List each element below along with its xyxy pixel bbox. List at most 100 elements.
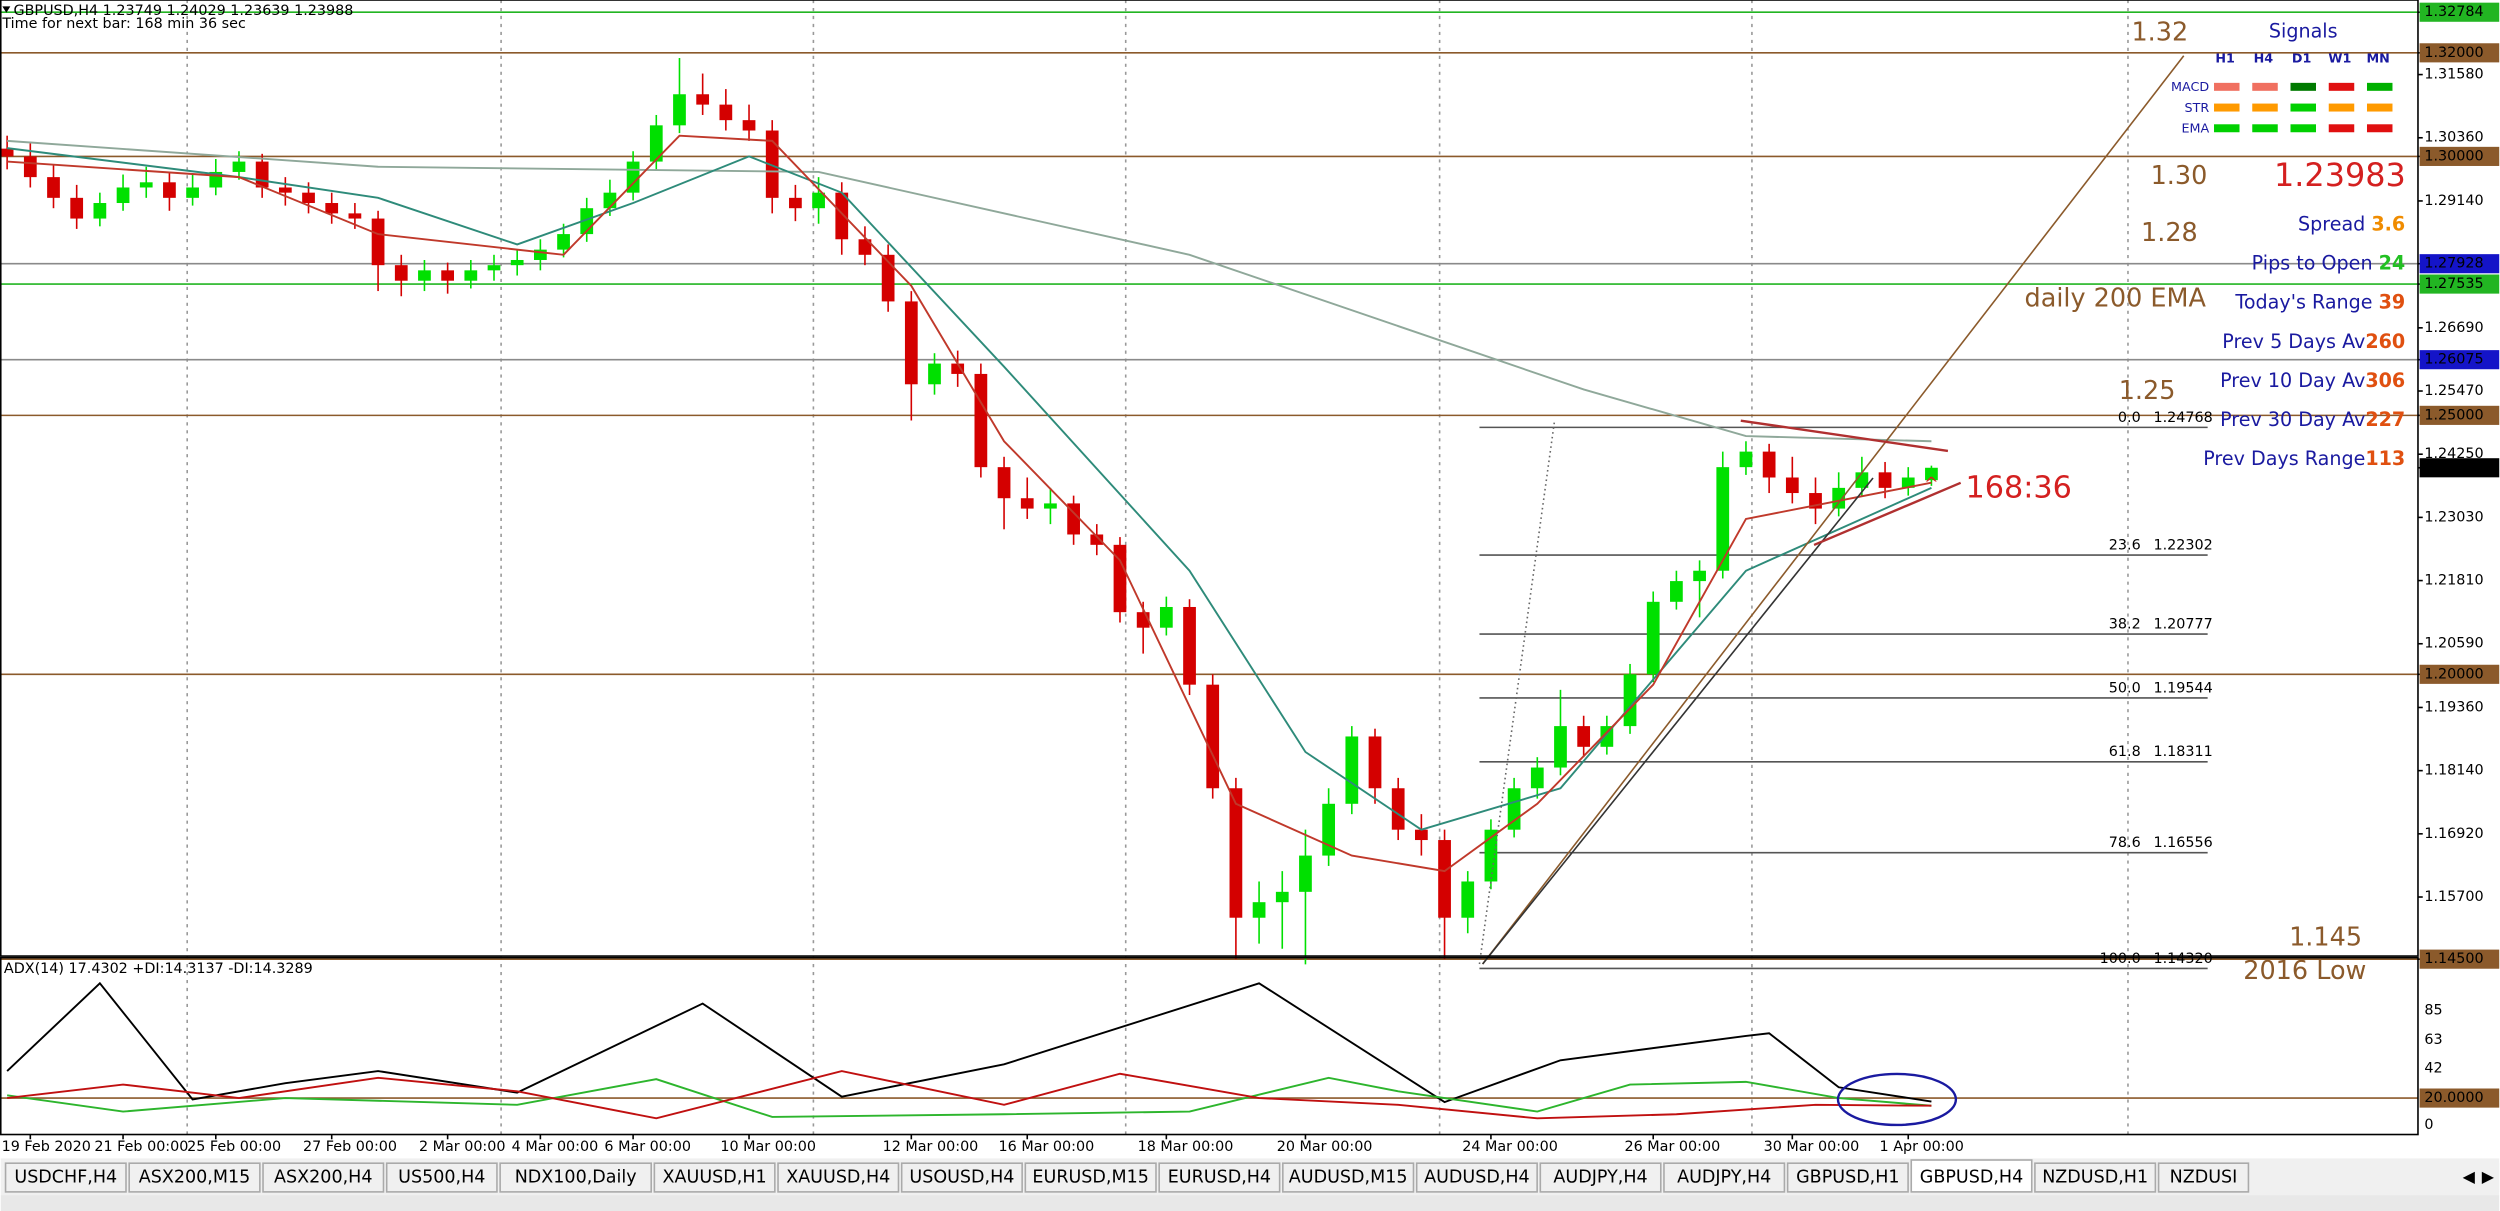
info-value: 3.6 [2371, 212, 2405, 235]
adx-label: ADX(14) 17.4302 +DI:14.3137 -DI:14.3289 [4, 961, 313, 977]
tab[interactable] [1786, 1162, 1909, 1193]
tab-label[interactable]: AUDJPY,H4 [1677, 1168, 1771, 1188]
tab[interactable] [385, 1162, 498, 1193]
tab[interactable] [1158, 1162, 1281, 1193]
tab[interactable] [1539, 1162, 1662, 1193]
y-tick-label: 1.20590 [2424, 636, 2483, 652]
candle-body [139, 182, 153, 188]
tab-label[interactable]: NDX100,Daily [515, 1168, 637, 1188]
candle-body [1693, 570, 1706, 582]
tab[interactable] [2157, 1162, 2250, 1193]
candle-body [325, 203, 339, 214]
fib-price: 1.16556 [2153, 835, 2212, 851]
candle-body [1368, 736, 1382, 789]
x-tick-label: 12 Mar 00:00 [883, 1139, 979, 1155]
x-tick-label: 24 Mar 00:00 [1462, 1139, 1558, 1155]
info-row: Prev 10 Day Av306 [2220, 368, 2405, 391]
tab[interactable] [128, 1162, 261, 1193]
tab-label[interactable]: ASX200,M15 [139, 1168, 251, 1188]
tab[interactable] [1663, 1162, 1786, 1193]
fib-level: 100.0 [2100, 951, 2141, 967]
tab-label[interactable]: GBPUSD,H4 [1920, 1168, 2023, 1188]
y-tick-label: 1.21810 [2424, 573, 2483, 589]
x-tick-label: 25 Feb 00:00 [187, 1139, 281, 1155]
timeframe: H1 [2215, 51, 2235, 66]
countdown: 168:36 [1965, 471, 2071, 506]
tab[interactable] [499, 1162, 652, 1193]
indicator-line [7, 139, 1932, 443]
tab-label[interactable]: USDCHF,H4 [14, 1168, 117, 1188]
price-box [2419, 405, 2500, 425]
candle-body [881, 254, 895, 302]
candle-body [1020, 498, 1034, 509]
scroll-left[interactable]: ◀ [2463, 1167, 2476, 1186]
y-tick-label: 1.23988 [2424, 460, 2483, 476]
fib-level: 0.0 [2118, 410, 2141, 426]
y-tick-label: 1.24250 [2424, 446, 2483, 462]
candle-body [1670, 581, 1683, 602]
tab[interactable] [777, 1162, 900, 1193]
info-label: Prev 5 Days Av [2222, 329, 2365, 352]
price-box [2419, 949, 2500, 969]
tab-label[interactable]: NZDUSD,H1 [2042, 1168, 2148, 1188]
signal-cell [2252, 103, 2278, 112]
signal-cell [2328, 103, 2355, 112]
tab[interactable] [262, 1162, 385, 1193]
signal-cell [2252, 82, 2278, 91]
tab-label[interactable]: USOUSD,H4 [909, 1168, 1014, 1188]
candle-body [510, 259, 524, 266]
tab-label[interactable]: AUDJPY,H4 [1553, 1168, 1647, 1188]
indicator-line [7, 147, 1932, 831]
scroll-right[interactable]: ▶ [2482, 1167, 2495, 1186]
info-value: 113 [2365, 446, 2405, 469]
candle-body [394, 265, 408, 281]
tab[interactable] [1910, 1159, 2033, 1193]
y-tick-label: 1.29140 [2424, 193, 2483, 209]
tab-label[interactable]: AUDUSD,H4 [1424, 1168, 1530, 1188]
adx-frame [0, 956, 2419, 1136]
candle-body [1322, 803, 1336, 856]
tab-scroll[interactable] [2454, 1163, 2500, 1192]
y-tick-label: 1.26075 [2424, 352, 2483, 368]
signals-panel: H1 H4 D1 W1 MN MACD STR EMA [2171, 51, 2393, 137]
info-label: Prev Days Range [2203, 446, 2365, 469]
candle-body [1646, 601, 1660, 675]
tab[interactable] [1282, 1162, 1415, 1193]
tab-label[interactable]: XAUUSD,H4 [786, 1168, 890, 1188]
price-frame [0, 0, 2419, 957]
signals-title: Signals [2269, 19, 2338, 42]
candle-body [765, 130, 779, 198]
tab-label[interactable]: GBPUSD,H1 [1796, 1168, 1899, 1188]
y-tick-label: 1.14500 [2424, 951, 2483, 967]
info-value: 39 [2379, 290, 2406, 313]
tab[interactable] [2034, 1162, 2157, 1193]
tab-label[interactable]: EURUSD,H4 [1168, 1168, 1271, 1188]
bar-timer: Time for next bar: 168 min 36 sec [1, 16, 245, 32]
tab-label[interactable]: AUDUSD,M15 [1289, 1168, 1408, 1188]
tab-label[interactable]: XAUUSD,H1 [663, 1168, 767, 1188]
timeframe: W1 [2328, 51, 2351, 66]
signal-cell [2328, 124, 2355, 133]
info-label: Prev 30 Day Av [2220, 407, 2365, 430]
price-box [2419, 254, 2500, 274]
tab[interactable] [1024, 1162, 1157, 1193]
tab[interactable] [1415, 1162, 1538, 1193]
tab-label[interactable]: US500,H4 [398, 1168, 485, 1188]
candle-body [163, 182, 176, 198]
y-tick-label: 1.19360 [2424, 699, 2483, 715]
tab[interactable] [4, 1162, 127, 1193]
signal-cell [2366, 124, 2393, 133]
tab[interactable] [900, 1162, 1023, 1193]
tab-label[interactable]: NZDUSI [2170, 1168, 2238, 1188]
fib-level: 78.6 [2109, 835, 2141, 851]
tab-label[interactable]: ASX200,H4 [274, 1168, 372, 1188]
candle-body [673, 94, 686, 126]
tab-label[interactable]: EURUSD,M15 [1032, 1168, 1148, 1188]
candle-body [1577, 726, 1591, 747]
tab[interactable] [653, 1162, 776, 1193]
candle-body [812, 192, 825, 209]
signal-cell [2366, 82, 2393, 91]
y-tick-label: 1.30000 [2424, 148, 2483, 164]
